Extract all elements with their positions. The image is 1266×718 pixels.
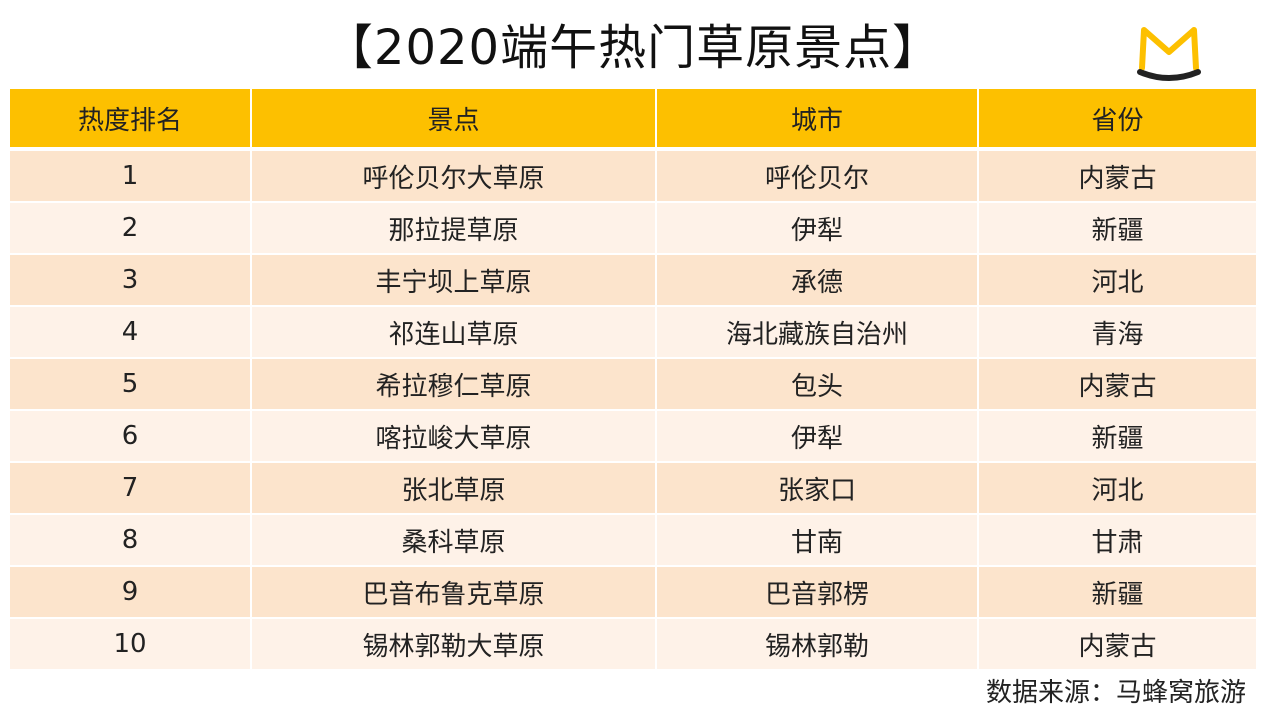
table-row: 6 喀拉峻大草原 伊犁 新疆 [10, 411, 1256, 463]
spot-cell: 呼伦贝尔大草原 [252, 151, 657, 203]
rank-cell: 10 [10, 619, 252, 671]
rank-cell: 9 [10, 567, 252, 619]
city-cell: 海北藏族自治州 [657, 307, 979, 359]
spot-cell: 祁连山草原 [252, 307, 657, 359]
rank-cell: 8 [10, 515, 252, 567]
table-row: 1 呼伦贝尔大草原 呼伦贝尔 内蒙古 [10, 151, 1256, 203]
table-row: 3 丰宁坝上草原 承德 河北 [10, 255, 1256, 307]
table-row: 2 那拉提草原 伊犁 新疆 [10, 203, 1256, 255]
column-header-rank: 热度排名 [10, 89, 252, 151]
rank-cell: 5 [10, 359, 252, 411]
province-cell: 新疆 [979, 567, 1256, 619]
spot-cell: 锡林郭勒大草原 [252, 619, 657, 671]
spot-cell: 喀拉峻大草原 [252, 411, 657, 463]
rank-cell: 3 [10, 255, 252, 307]
spot-cell: 桑科草原 [252, 515, 657, 567]
province-cell: 河北 [979, 463, 1256, 515]
ranking-table: 热度排名 景点 城市 省份 1 呼伦贝尔大草原 呼伦贝尔 内蒙古 2 那拉提草原 伊犁 新疆 3… [10, 89, 1256, 671]
province-cell: 甘肃 [979, 515, 1256, 567]
table-row: 8 桑科草原 甘南 甘肃 [10, 515, 1256, 567]
city-cell: 张家口 [657, 463, 979, 515]
spot-cell: 巴音布鲁克草原 [252, 567, 657, 619]
province-cell: 内蒙古 [979, 619, 1256, 671]
table-row: 10 锡林郭勒大草原 锡林郭勒 内蒙古 [10, 619, 1256, 671]
spot-cell: 希拉穆仁草原 [252, 359, 657, 411]
city-cell: 巴音郭楞 [657, 567, 979, 619]
city-cell: 伊犁 [657, 411, 979, 463]
column-header-city: 城市 [657, 89, 979, 151]
city-cell: 甘南 [657, 515, 979, 567]
page-title: 【2020端午热门草原景点】 [324, 20, 942, 76]
rank-cell: 6 [10, 411, 252, 463]
spot-cell: 那拉提草原 [252, 203, 657, 255]
table-row: 7 张北草原 张家口 河北 [10, 463, 1256, 515]
province-cell: 新疆 [979, 203, 1256, 255]
table-row: 4 祁连山草原 海北藏族自治州 青海 [10, 307, 1256, 359]
table-row: 5 希拉穆仁草原 包头 内蒙古 [10, 359, 1256, 411]
city-cell: 承德 [657, 255, 979, 307]
province-cell: 新疆 [979, 411, 1256, 463]
province-cell: 河北 [979, 255, 1256, 307]
column-header-spot: 景点 [252, 89, 657, 151]
rank-cell: 4 [10, 307, 252, 359]
city-cell: 包头 [657, 359, 979, 411]
rank-cell: 2 [10, 203, 252, 255]
city-cell: 呼伦贝尔 [657, 151, 979, 203]
rank-cell: 7 [10, 463, 252, 515]
mafengwo-logo-icon [1137, 27, 1201, 81]
column-header-province: 省份 [979, 89, 1256, 151]
table-row: 9 巴音布鲁克草原 巴音郭楞 新疆 [10, 567, 1256, 619]
spot-cell: 丰宁坝上草原 [252, 255, 657, 307]
data-source-note: 数据来源：马蜂窝旅游 [985, 678, 1246, 708]
province-cell: 内蒙古 [979, 151, 1256, 203]
spot-cell: 张北草原 [252, 463, 657, 515]
city-cell: 伊犁 [657, 203, 979, 255]
table-header-row: 热度排名 景点 城市 省份 [10, 89, 1256, 151]
province-cell: 青海 [979, 307, 1256, 359]
rank-cell: 1 [10, 151, 252, 203]
province-cell: 内蒙古 [979, 359, 1256, 411]
city-cell: 锡林郭勒 [657, 619, 979, 671]
